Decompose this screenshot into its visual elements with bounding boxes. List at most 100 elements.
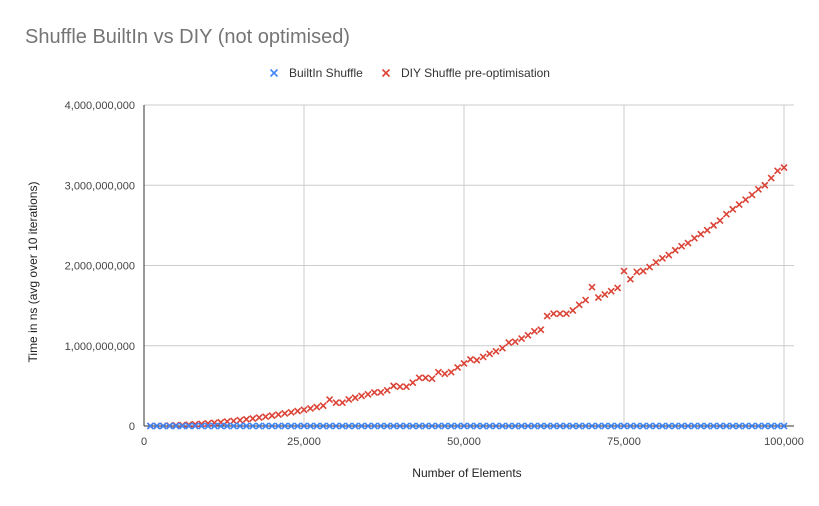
data-point <box>652 258 660 266</box>
data-point <box>601 422 609 430</box>
data-point <box>466 422 474 430</box>
data-point <box>543 312 551 320</box>
data-point <box>588 422 596 430</box>
data-point <box>524 422 532 430</box>
data-point <box>537 326 545 334</box>
data-point <box>697 230 705 238</box>
data-point <box>473 422 481 430</box>
data-point <box>626 422 634 430</box>
data-point <box>607 422 615 430</box>
data-point <box>658 422 666 430</box>
data-point <box>505 422 513 430</box>
data-point <box>665 422 673 430</box>
data-point <box>402 422 410 430</box>
data-point <box>473 356 481 364</box>
data-point <box>204 419 212 427</box>
data-point <box>754 422 762 430</box>
data-point <box>498 422 506 430</box>
data-point <box>530 422 538 430</box>
data-point <box>230 422 238 430</box>
data-point <box>614 284 622 292</box>
data-point <box>703 422 711 430</box>
data-point <box>262 422 270 430</box>
data-point <box>191 422 199 430</box>
data-point <box>198 420 206 428</box>
data-point <box>735 200 743 209</box>
data-point <box>735 422 743 430</box>
series-builtin <box>146 422 788 430</box>
data-point <box>236 422 244 430</box>
data-point <box>684 422 692 430</box>
data-point <box>345 422 353 430</box>
data-point <box>178 422 186 430</box>
data-point <box>441 422 449 430</box>
legend-marker <box>381 68 391 78</box>
data-point <box>249 422 257 430</box>
data-point <box>678 242 686 250</box>
data-point <box>383 386 391 394</box>
data-point <box>550 422 558 430</box>
data-point <box>665 251 673 259</box>
data-point <box>153 422 161 430</box>
data-point <box>556 310 564 318</box>
data-point <box>370 422 378 430</box>
chart-title: Shuffle BuiltIn vs DIY (not optimised) <box>25 26 350 48</box>
data-point <box>364 390 372 398</box>
data-point <box>281 422 289 430</box>
data-point <box>639 267 647 275</box>
data-point <box>422 374 430 382</box>
data-point <box>351 422 359 430</box>
y-tick-label: 1,000,000,000 <box>65 341 135 353</box>
data-point <box>729 205 737 213</box>
data-point <box>409 379 417 387</box>
data-point <box>358 392 366 400</box>
data-point <box>614 422 622 430</box>
data-point <box>204 422 212 430</box>
x-tick-label: 0 <box>141 436 147 448</box>
data-point <box>434 368 442 376</box>
data-point <box>761 181 769 189</box>
data-point <box>594 294 602 302</box>
data-point <box>646 263 654 271</box>
data-point <box>690 422 698 430</box>
data-point <box>185 422 193 430</box>
data-point <box>166 422 174 430</box>
data-point <box>306 404 314 413</box>
data-point <box>543 422 551 430</box>
data-point <box>761 422 769 430</box>
data-point <box>287 422 295 430</box>
data-point <box>556 422 564 430</box>
x-tick-label: 100,000 <box>764 436 804 448</box>
data-point <box>703 226 711 234</box>
data-point <box>524 331 532 339</box>
data-point <box>390 382 398 390</box>
data-point <box>236 416 244 424</box>
data-point <box>562 422 570 430</box>
data-point <box>498 344 506 352</box>
data-point <box>646 422 654 430</box>
data-point <box>255 414 263 422</box>
data-point <box>415 422 423 430</box>
data-point <box>441 370 449 378</box>
data-point <box>242 415 250 423</box>
data-point <box>518 422 526 430</box>
data-point <box>575 422 583 430</box>
data-point <box>594 422 602 430</box>
data-point <box>377 422 385 430</box>
data-point <box>774 422 782 430</box>
data-point <box>364 422 372 430</box>
y-axis-label: Time in ns (avg over 10 iterations) <box>26 182 40 363</box>
data-point <box>351 394 359 402</box>
data-point <box>377 388 385 396</box>
data-point <box>601 290 609 298</box>
y-tick-label: 3,000,000,000 <box>65 180 135 192</box>
x-tick-label: 50,000 <box>447 436 481 448</box>
data-point <box>748 422 756 430</box>
data-point <box>223 422 231 430</box>
data-point <box>690 234 698 242</box>
data-point <box>409 422 417 430</box>
data-point <box>294 407 302 415</box>
data-point <box>255 422 263 430</box>
data-point <box>742 196 750 204</box>
data-point <box>492 347 500 355</box>
